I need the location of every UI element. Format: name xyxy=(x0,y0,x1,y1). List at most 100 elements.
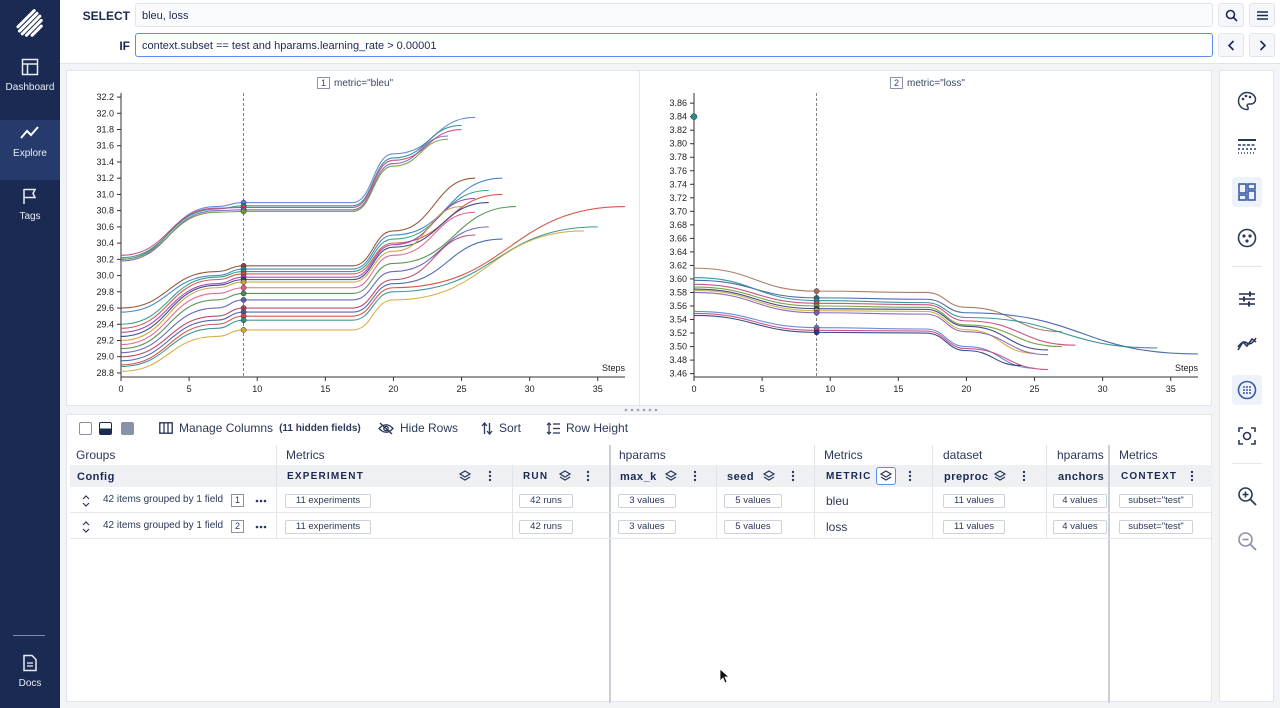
series-line xyxy=(120,206,626,366)
seed-pill[interactable]: 5 values xyxy=(724,494,782,508)
axes-settings-button[interactable] xyxy=(1232,284,1262,314)
table-row[interactable]: 42 items grouped by 1 field 2 11 experim… xyxy=(70,515,1213,539)
expand-toggle-icon[interactable] xyxy=(81,520,91,534)
loss-chart-svg[interactable]: 3.86 3.84 3.82 3.80 3.78 3.76 3.74 3.72 3.70 3.68… xyxy=(640,71,1213,407)
context-pill[interactable]: subset="test" xyxy=(1119,520,1193,534)
experiment-pill[interactable]: 11 experiments xyxy=(285,494,371,508)
resize-handle-icon[interactable] xyxy=(624,408,658,412)
table-header: Groups Metrics hparams Metrics dataset h… xyxy=(70,445,1213,487)
hide-rows-button[interactable]: Hide Rows xyxy=(378,421,458,435)
layers-icon[interactable] xyxy=(761,468,777,484)
column-menu-icon[interactable] xyxy=(1188,468,1196,484)
series-line xyxy=(120,177,476,309)
if-input[interactable]: context.subset == test and hparams.learn… xyxy=(135,33,1213,57)
crosshair-point xyxy=(240,317,247,324)
max-k-pill[interactable]: 3 values xyxy=(618,520,676,534)
y-tick-label: 3.86 xyxy=(669,98,687,108)
crosshair-point xyxy=(813,309,820,316)
x-tick-label: 0 xyxy=(118,384,123,394)
experiment-pill[interactable]: 11 experiments xyxy=(285,520,371,534)
density-high-icon[interactable] xyxy=(121,422,134,435)
column-menu-icon[interactable] xyxy=(691,468,699,484)
nav-dashboard[interactable]: Dashboard xyxy=(0,58,60,118)
y-tick-label: 31.8 xyxy=(96,125,114,135)
chart-title-bleu: 1 metric="bleu" xyxy=(317,77,393,89)
chart-title-text: metric="loss" xyxy=(907,78,965,89)
column-menu-icon[interactable] xyxy=(906,468,914,484)
line-style-button[interactable] xyxy=(1232,131,1262,161)
data-point xyxy=(690,113,698,120)
zoom-out-button[interactable] xyxy=(1232,526,1262,556)
select-label: SELECT xyxy=(82,9,130,23)
column-menu-icon[interactable] xyxy=(584,468,592,484)
aim-logo-icon[interactable] xyxy=(14,8,46,40)
col-metric[interactable]: METRIC xyxy=(826,471,872,482)
bleu-chart-svg[interactable]: 32.2 32.0 31.8 31.6 31.4 31.2 31.0 30.8 30.6 30.4… xyxy=(67,71,639,407)
preproc-pill[interactable]: 11 values xyxy=(943,494,1005,508)
series-line xyxy=(693,286,1062,348)
table-row[interactable]: 42 items grouped by 1 field 1 11 experim… xyxy=(70,489,1213,513)
crosshair-icon xyxy=(1237,380,1257,400)
col-seed[interactable]: seed xyxy=(727,471,755,483)
col-run[interactable]: RUN xyxy=(523,471,549,482)
menu-button[interactable] xyxy=(1249,3,1275,27)
run-pill[interactable]: 42 runs xyxy=(519,494,573,508)
max-k-pill[interactable]: 3 values xyxy=(618,494,676,508)
chart-palette-button[interactable] xyxy=(1232,86,1262,116)
grid-layout-button[interactable] xyxy=(1232,177,1262,207)
crosshair-point xyxy=(240,297,247,303)
layers-icon[interactable] xyxy=(557,468,573,484)
preproc-pill[interactable]: 11 values xyxy=(943,520,1005,534)
prev-button[interactable] xyxy=(1218,33,1244,57)
anchors-pill[interactable]: 4 values xyxy=(1053,494,1107,508)
row-height-button[interactable]: Row Height xyxy=(546,421,628,435)
smoothing-button[interactable] xyxy=(1232,329,1262,359)
crosshair-button[interactable] xyxy=(1232,375,1262,405)
context-pill[interactable]: subset="test" xyxy=(1119,494,1193,508)
more-icon[interactable] xyxy=(255,525,267,529)
col-anchors[interactable]: anchors xyxy=(1058,471,1105,483)
col-config[interactable]: Config xyxy=(77,471,115,483)
search-button[interactable] xyxy=(1218,3,1244,27)
col-max-k[interactable]: max_k xyxy=(620,471,657,483)
x-tick-label: 0 xyxy=(691,384,696,394)
column-menu-icon[interactable] xyxy=(789,468,797,484)
y-tick-label: 3.80 xyxy=(669,139,687,149)
run-pill[interactable]: 42 runs xyxy=(519,520,573,534)
layers-icon[interactable] xyxy=(663,468,679,484)
screenshot-button[interactable] xyxy=(1232,421,1262,451)
layers-icon[interactable] xyxy=(457,468,473,484)
metric-group-toggle[interactable] xyxy=(876,467,896,485)
select-input[interactable]: bleu, loss xyxy=(135,3,1213,27)
col-context[interactable]: CONTEXT xyxy=(1121,471,1178,482)
left-sidebar: Dashboard Explore Tags Docs xyxy=(0,0,60,708)
col-experiment[interactable]: EXPERIMENT xyxy=(287,471,365,482)
x-tick-label: 15 xyxy=(893,384,903,394)
series-line xyxy=(120,193,503,329)
nav-docs[interactable]: Docs xyxy=(0,654,60,708)
column-menu-icon[interactable] xyxy=(1020,468,1028,484)
chart-loss[interactable]: 2 metric="loss" 3.86 3.84 3.82 3.80 3.78 3.76 3… xyxy=(640,71,1213,407)
layers-icon xyxy=(879,470,893,481)
color-group-button[interactable] xyxy=(1232,223,1262,253)
expand-toggle-icon[interactable] xyxy=(81,494,91,508)
more-icon[interactable] xyxy=(255,499,267,503)
series-line xyxy=(120,230,585,372)
layers-icon[interactable] xyxy=(992,468,1008,484)
y-tick-label: 3.66 xyxy=(669,233,687,243)
manage-columns-button[interactable]: Manage Columns (11 hidden fields) xyxy=(159,421,361,435)
nav-explore[interactable]: Explore xyxy=(0,120,60,180)
density-mid-icon[interactable] xyxy=(99,422,112,435)
next-button[interactable] xyxy=(1249,33,1275,57)
nav-tags[interactable]: Tags xyxy=(0,187,60,247)
anchors-pill[interactable]: 4 values xyxy=(1053,520,1107,534)
seed-pill[interactable]: 5 values xyxy=(724,520,782,534)
group-summary: 42 items grouped by 1 field xyxy=(103,494,224,505)
sort-button[interactable]: Sort xyxy=(481,421,521,435)
y-tick-label: 31.2 xyxy=(96,173,114,183)
col-preproc[interactable]: preproc xyxy=(944,471,989,483)
zoom-in-button[interactable] xyxy=(1232,481,1262,511)
chart-bleu[interactable]: 1 metric="bleu" 32.2 32.0 31.8 31.6 31.4 31.2 3… xyxy=(67,71,639,407)
column-menu-icon[interactable] xyxy=(486,468,494,484)
density-low-icon[interactable] xyxy=(79,422,92,435)
